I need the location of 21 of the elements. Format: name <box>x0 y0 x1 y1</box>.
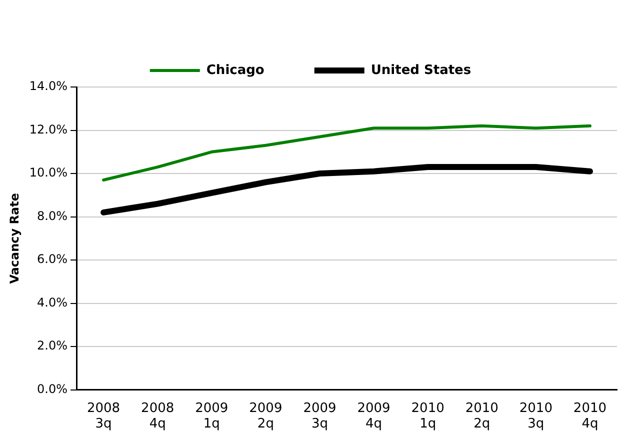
y-axis-title: Vacancy Rate <box>7 192 22 284</box>
x-tick-label: 2010 4q <box>573 400 607 432</box>
y-tick-label: 2.0% <box>37 338 68 353</box>
x-tick-label: 2010 2q <box>465 400 498 432</box>
x-tick-label: 2009 2q <box>249 400 282 432</box>
y-tick-label: 14.0% <box>29 79 68 94</box>
x-tick-label: 2009 1q <box>195 400 228 432</box>
x-tick-label: 2009 4q <box>357 400 390 432</box>
y-tick-label: 4.0% <box>37 295 68 310</box>
x-tick-label: 2008 3q <box>87 400 120 432</box>
y-tick-label: 10.0% <box>29 166 68 180</box>
y-tick-label: 0.0% <box>37 382 68 396</box>
x-tick-label: 2010 1q <box>411 400 444 432</box>
legend-label: United States <box>370 62 472 78</box>
legend-label: Chicago <box>206 62 264 78</box>
y-tick-label: 6.0% <box>37 252 68 266</box>
x-tick-label: 2010 3q <box>519 400 552 432</box>
y-tick-label: 12.0% <box>29 122 68 136</box>
y-tick-label: 8.0% <box>37 208 68 223</box>
x-tick-label: 2009 3q <box>303 400 336 432</box>
x-tick-label: 2008 4q <box>141 400 174 432</box>
